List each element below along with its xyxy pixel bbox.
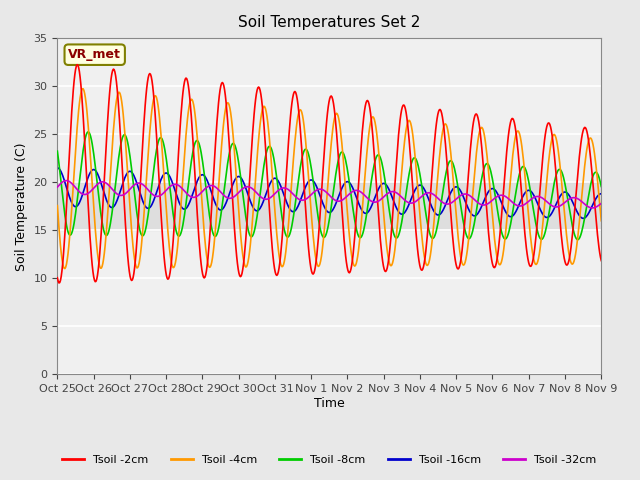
Title: Soil Temperatures Set 2: Soil Temperatures Set 2 bbox=[238, 15, 420, 30]
Y-axis label: Soil Temperature (C): Soil Temperature (C) bbox=[15, 142, 28, 271]
Bar bbox=[58, 182, 601, 230]
Text: VR_met: VR_met bbox=[68, 48, 121, 61]
Legend: Tsoil -2cm, Tsoil -4cm, Tsoil -8cm, Tsoil -16cm, Tsoil -32cm: Tsoil -2cm, Tsoil -4cm, Tsoil -8cm, Tsoi… bbox=[58, 451, 601, 470]
X-axis label: Time: Time bbox=[314, 397, 345, 410]
